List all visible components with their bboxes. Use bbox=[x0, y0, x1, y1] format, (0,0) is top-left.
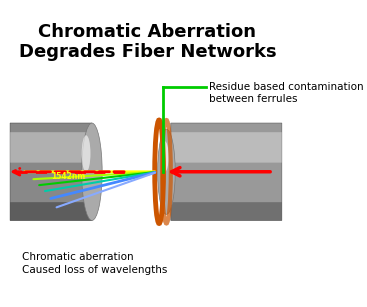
Text: Chromatic aberration
Caused loss of wavelengths: Chromatic aberration Caused loss of wave… bbox=[22, 252, 167, 275]
FancyBboxPatch shape bbox=[171, 202, 282, 220]
FancyBboxPatch shape bbox=[171, 123, 282, 220]
Ellipse shape bbox=[161, 141, 168, 172]
Text: Chromatic Aberration
Degrades Fiber Networks: Chromatic Aberration Degrades Fiber Netw… bbox=[19, 23, 276, 61]
FancyBboxPatch shape bbox=[10, 132, 92, 163]
Ellipse shape bbox=[82, 123, 102, 220]
Text: Residue based contamination
between ferrules: Residue based contamination between ferr… bbox=[209, 82, 363, 104]
FancyBboxPatch shape bbox=[171, 132, 282, 163]
Ellipse shape bbox=[158, 129, 175, 214]
Text: 1542nm: 1542nm bbox=[51, 172, 85, 181]
FancyBboxPatch shape bbox=[10, 202, 92, 220]
Ellipse shape bbox=[82, 135, 91, 172]
FancyBboxPatch shape bbox=[10, 123, 92, 220]
